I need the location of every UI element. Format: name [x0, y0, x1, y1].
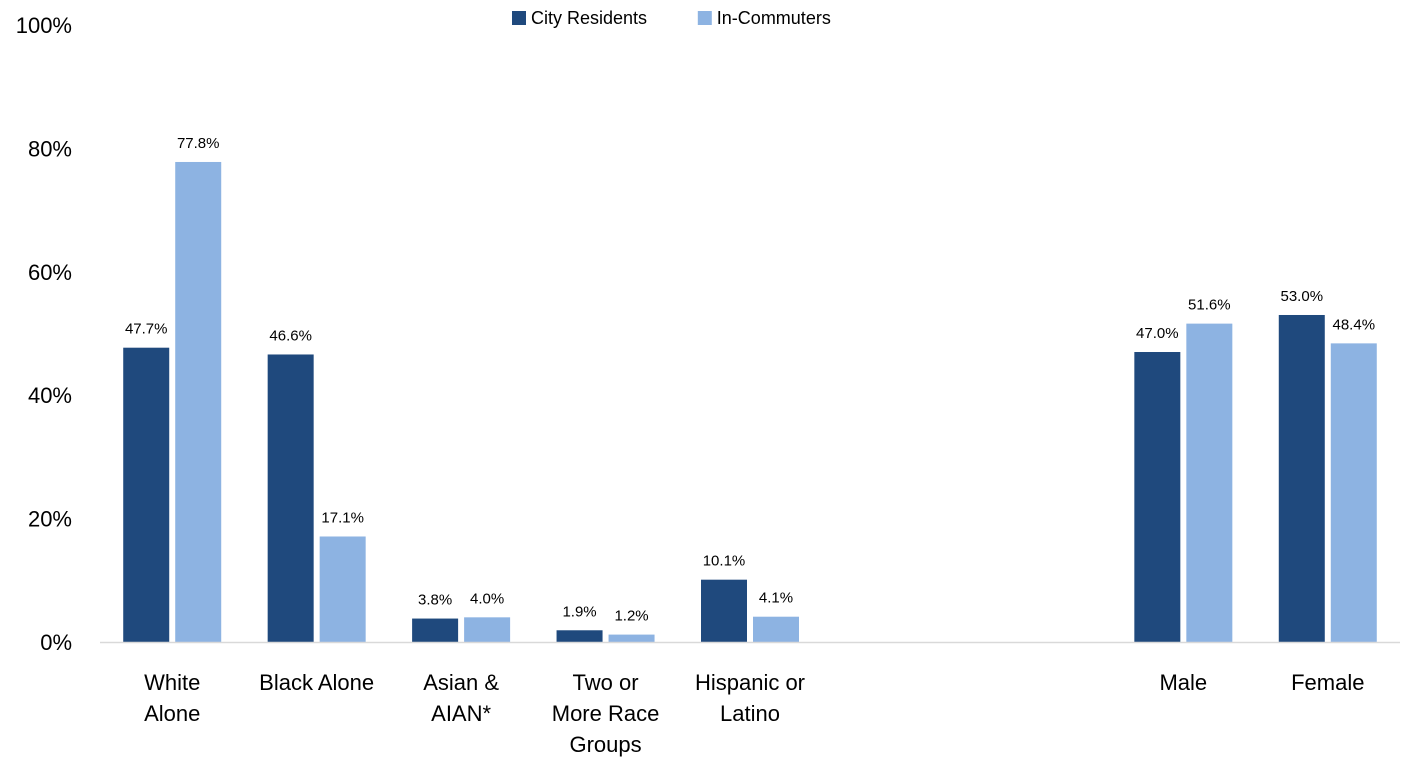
x-axis: White Alone Black Alone Asian & AIAN* Two or M… [100, 641, 1400, 757]
data-label: 17.1% [321, 509, 364, 526]
bars [123, 161, 1377, 642]
data-label: 51.6% [1188, 297, 1231, 314]
data-label: 46.6% [269, 327, 312, 344]
y-tick-label: 40% [28, 383, 72, 408]
legend-label: In-Commuters [717, 8, 831, 28]
bar-city-residents [1278, 314, 1325, 642]
bar-in-commuters [608, 634, 655, 642]
data-label: 1.2% [614, 608, 648, 625]
y-tick-label: 20% [28, 507, 72, 532]
y-tick-label: 80% [28, 136, 72, 161]
x-category-label: White Alone [144, 670, 200, 726]
y-tick-label: 60% [28, 260, 72, 285]
data-labels: 47.7% 46.6% 3.8% 1.9% 10.1% 47.0% 53.0% 77.8% 17… [125, 135, 1375, 625]
bar-city-residents [412, 618, 459, 642]
legend-swatch [512, 11, 526, 25]
x-category-label: Male [1159, 670, 1207, 695]
bar-in-commuters [1330, 343, 1377, 642]
bar-in-commuters [753, 616, 799, 642]
data-label: 10.1% [703, 553, 746, 570]
data-label: 3.8% [418, 592, 452, 609]
bar-in-commuters [319, 536, 366, 642]
data-label: 77.8% [177, 135, 220, 152]
x-category-label: Black Alone [259, 670, 374, 695]
data-label: 4.0% [470, 590, 504, 607]
bar-in-commuters [1186, 323, 1233, 642]
legend-swatch [697, 11, 712, 25]
data-label: 53.0% [1281, 288, 1324, 305]
data-label: 48.4% [1333, 316, 1376, 333]
bar-in-commuters [175, 161, 222, 642]
x-category-label: Two or More Race Groups [552, 670, 660, 757]
bar-city-residents [123, 347, 170, 642]
bar-city-residents [1134, 352, 1181, 642]
data-label: 47.0% [1136, 325, 1179, 342]
y-tick-label: 100% [16, 13, 72, 38]
data-label: 4.1% [759, 590, 793, 607]
bar-city-residents [701, 579, 747, 642]
y-axis: 0% 20% 40% 60% 80% 100% [16, 13, 72, 655]
legend-label: City Residents [531, 8, 647, 28]
x-category-label: Hispanic or Latino [695, 670, 805, 726]
data-label: 1.9% [562, 603, 596, 620]
x-category-label: Female [1291, 670, 1364, 695]
x-category-label: Asian & AIAN* [423, 670, 499, 726]
y-tick-label: 0% [40, 630, 72, 655]
data-label: 47.7% [125, 321, 168, 338]
bar-city-residents [267, 354, 314, 642]
bar-in-commuters [464, 617, 511, 642]
legend: City Residents In-Commuters [512, 8, 831, 28]
bar-city-residents [556, 630, 603, 642]
